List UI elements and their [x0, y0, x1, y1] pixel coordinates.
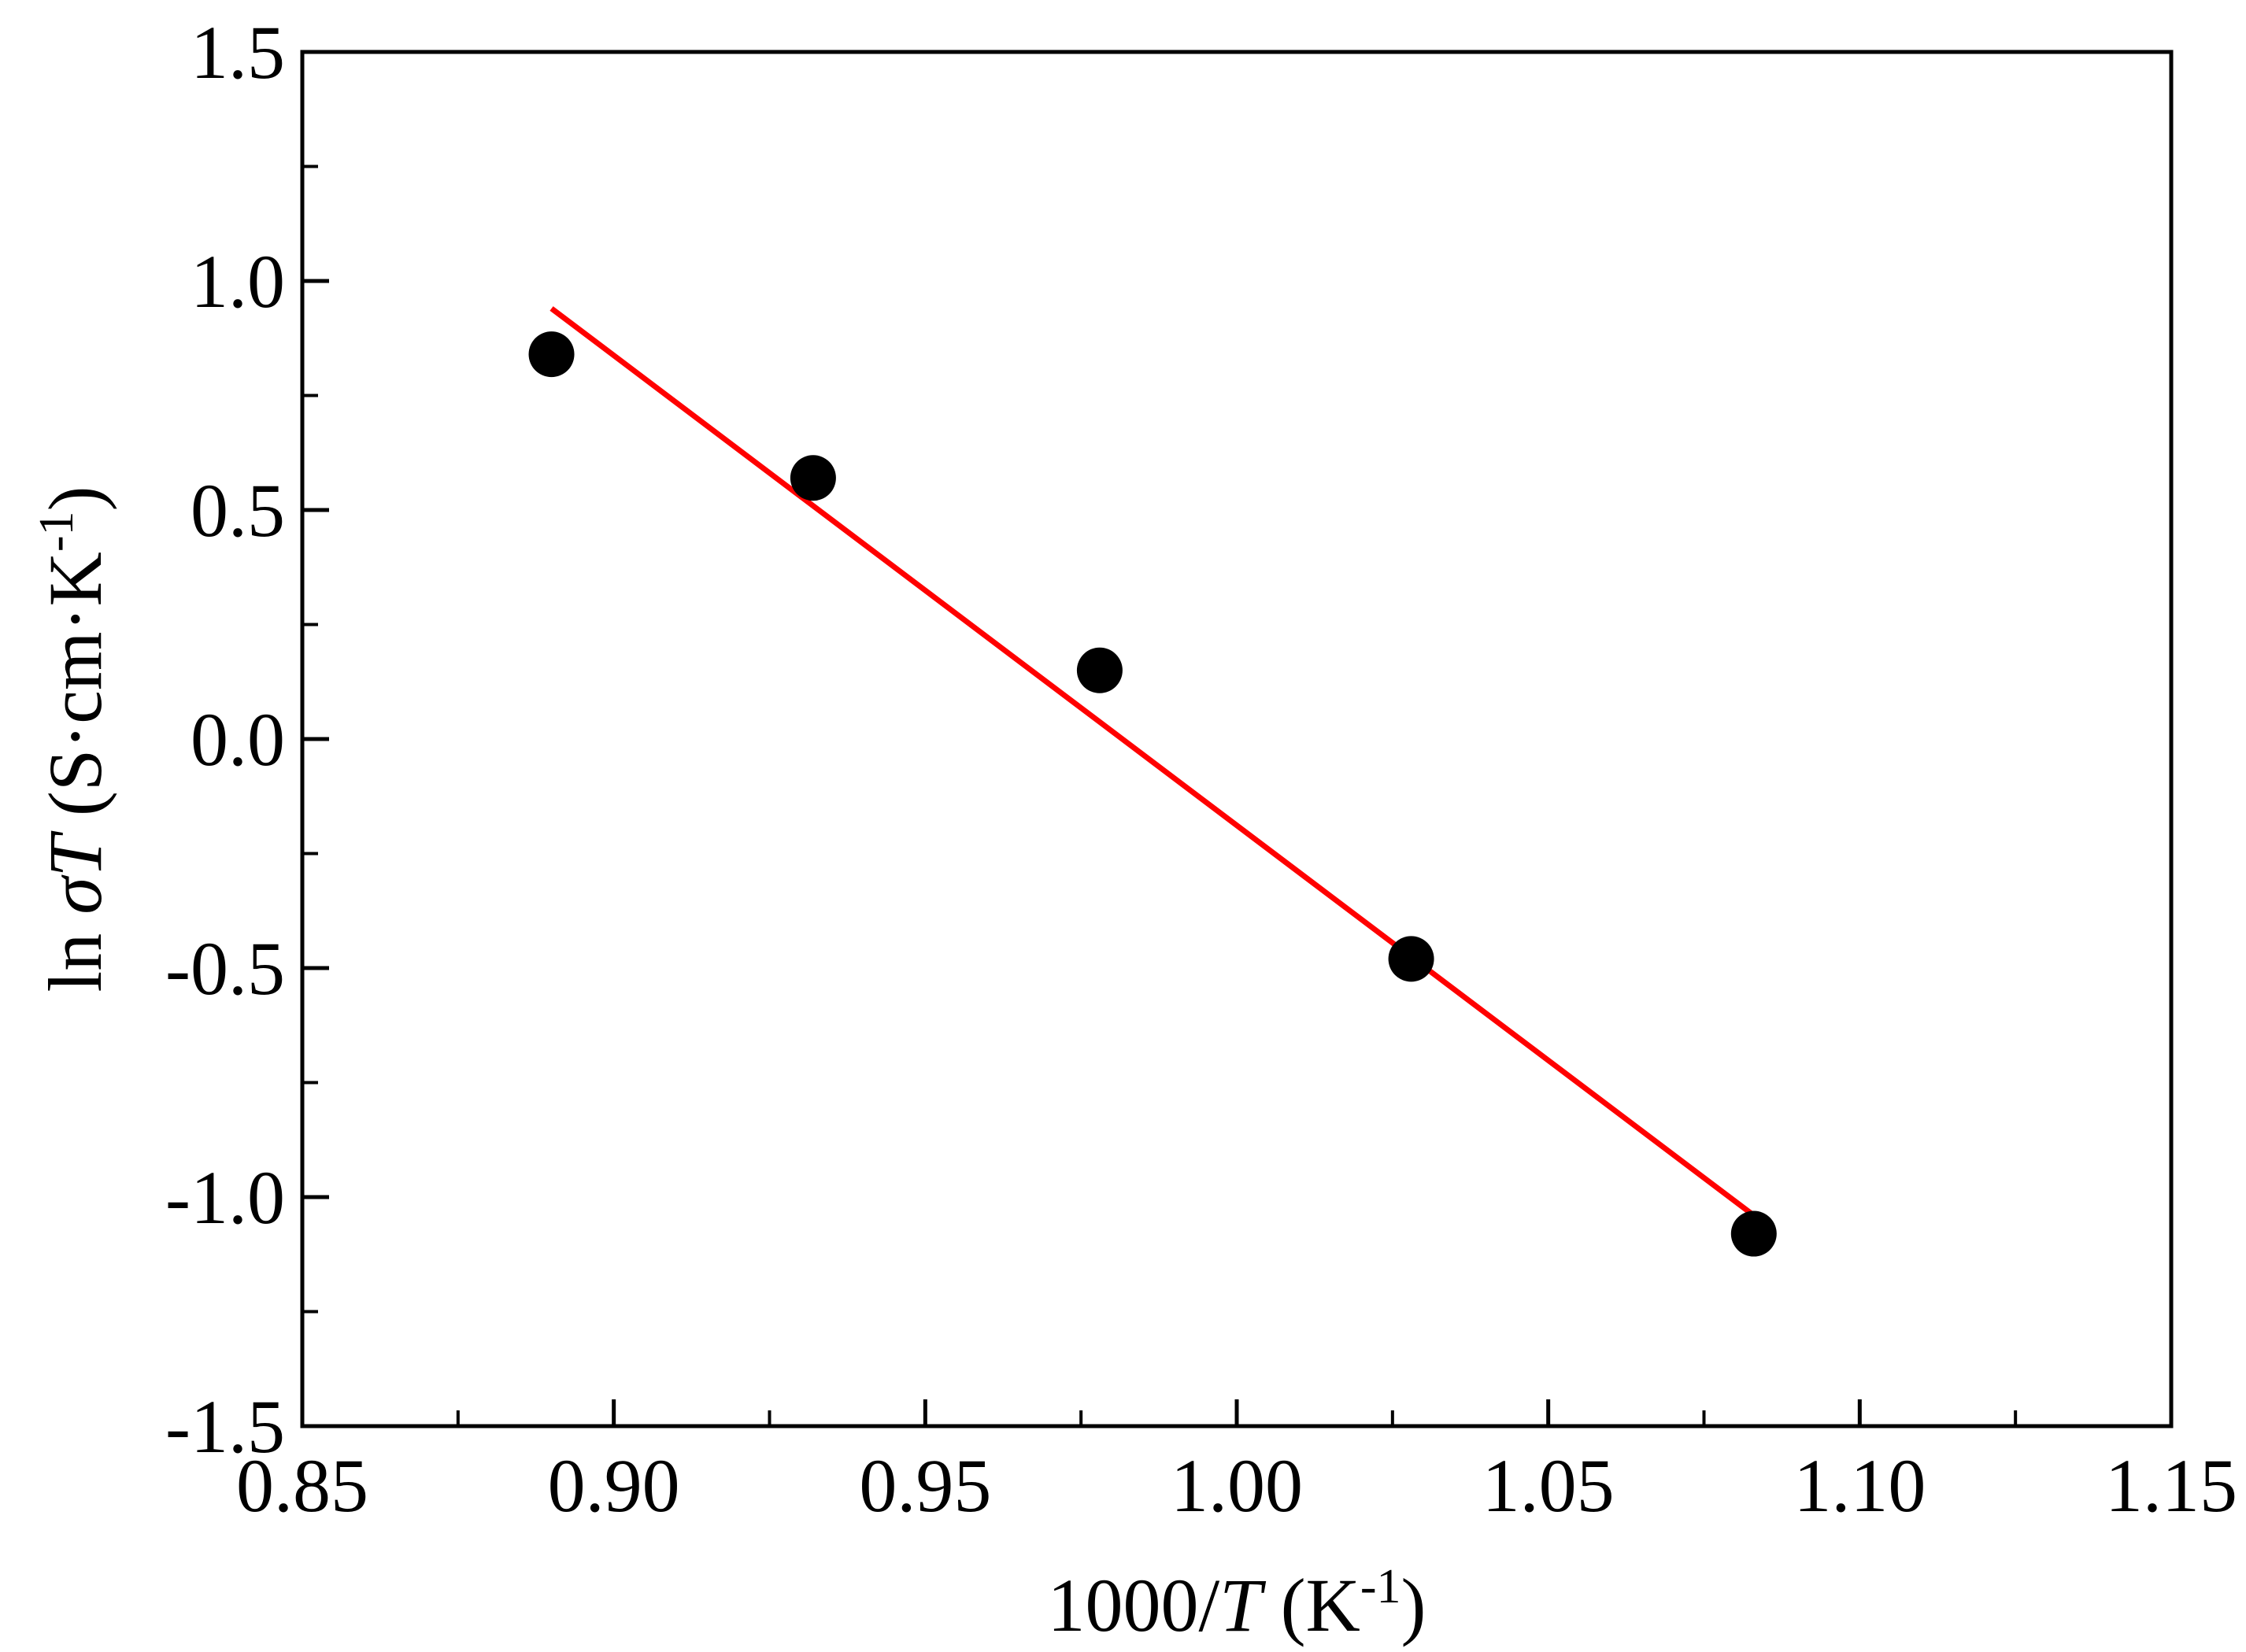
y-axis-title-close: ): [33, 486, 117, 512]
x-tick-label: 1.10: [1793, 1443, 1926, 1528]
y-axis-ticks: -1.5 -1.0 -0.5 0.0 0.5 1.0 1.5: [165, 10, 329, 1469]
x-tick-label: 1.05: [1482, 1443, 1615, 1528]
y-tick-label: -0.5: [165, 926, 285, 1011]
x-axis-ticks: 0.85 0.90 0.95 1.00 1.05 1.10 1.15: [236, 1399, 2237, 1528]
x-axis-title-close: ): [1401, 1563, 1426, 1647]
x-tick-label: 1.15: [2105, 1443, 2237, 1528]
data-point: [1076, 647, 1123, 693]
fit-line: [549, 306, 1756, 1218]
y-tick-label: -1.0: [165, 1155, 285, 1240]
plot-marks: [528, 306, 1777, 1257]
x-axis-title-prefix: 1000/: [1048, 1563, 1220, 1647]
y-tick-label: -1.5: [165, 1384, 285, 1469]
y-axis-title: ln σT (S·cm·K-1): [30, 486, 117, 992]
x-tick-label: 1.00: [1171, 1443, 1303, 1528]
x-tick-label: 0.90: [548, 1443, 680, 1528]
x-axis-title-unit: (K: [1262, 1563, 1360, 1647]
data-point: [790, 455, 836, 501]
y-tick-label: 0.0: [191, 697, 285, 782]
y-axis-title-unit: (S·cm·K: [33, 552, 117, 835]
x-tick-label: 0.85: [236, 1443, 368, 1528]
y-axis-title-exponent: -1: [30, 512, 83, 553]
y-tick-label: 1.0: [191, 239, 285, 323]
x-axis-title-variable: T: [1219, 1563, 1267, 1647]
x-axis-title-exponent: -1: [1360, 1560, 1401, 1613]
y-tick-label: 0.5: [191, 468, 285, 553]
data-point: [1730, 1210, 1777, 1257]
y-tick-label: 1.5: [191, 10, 285, 94]
data-point: [528, 331, 575, 378]
x-axis-title: 1000/T (K-1): [1048, 1560, 1426, 1647]
y-axis-title-variable: σT: [33, 830, 117, 914]
x-tick-label: 0.95: [859, 1443, 991, 1528]
data-point: [1388, 936, 1434, 982]
y-axis-title-prefix: ln: [33, 915, 117, 992]
